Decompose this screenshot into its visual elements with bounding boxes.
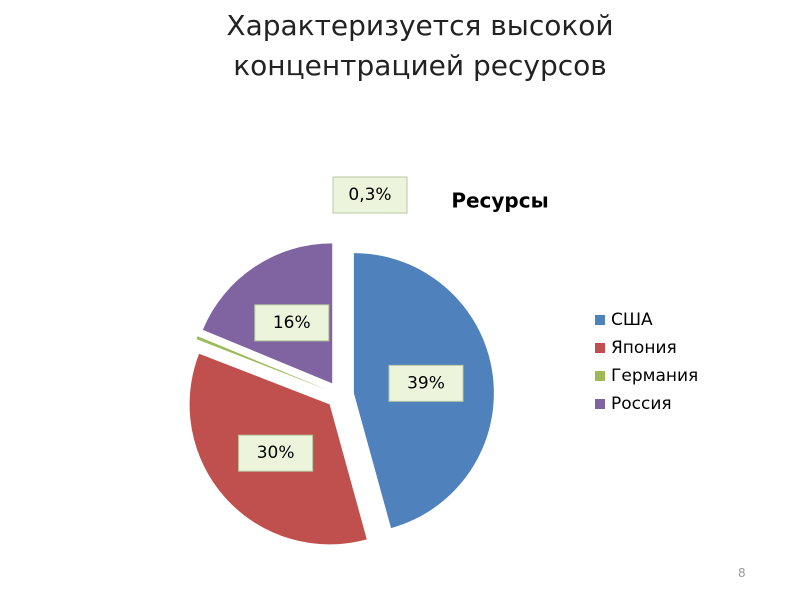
legend-swatch	[595, 371, 605, 381]
legend-swatch	[595, 315, 605, 325]
legend-label: Россия	[611, 394, 672, 414]
data-label: 16%	[273, 313, 311, 333]
legend-swatch	[595, 399, 605, 409]
data-label: 39%	[407, 373, 445, 393]
legend-label: США	[611, 310, 653, 330]
data-label-box	[332, 176, 408, 214]
data-label-box	[388, 364, 464, 402]
slide-number: 8	[738, 566, 746, 580]
data-label: 0,3%	[348, 185, 391, 205]
data-label-box	[254, 304, 330, 342]
pie-slice	[196, 336, 328, 390]
legend-label: Япония	[611, 338, 677, 358]
chart-title: Ресурсы	[451, 189, 548, 213]
data-label-box	[238, 434, 314, 472]
data-label: 30%	[257, 443, 295, 463]
legend-label: Германия	[611, 366, 698, 386]
slide-title: Характеризуется высокой концентрацией ре…	[226, 9, 614, 82]
legend-swatch	[595, 343, 605, 353]
